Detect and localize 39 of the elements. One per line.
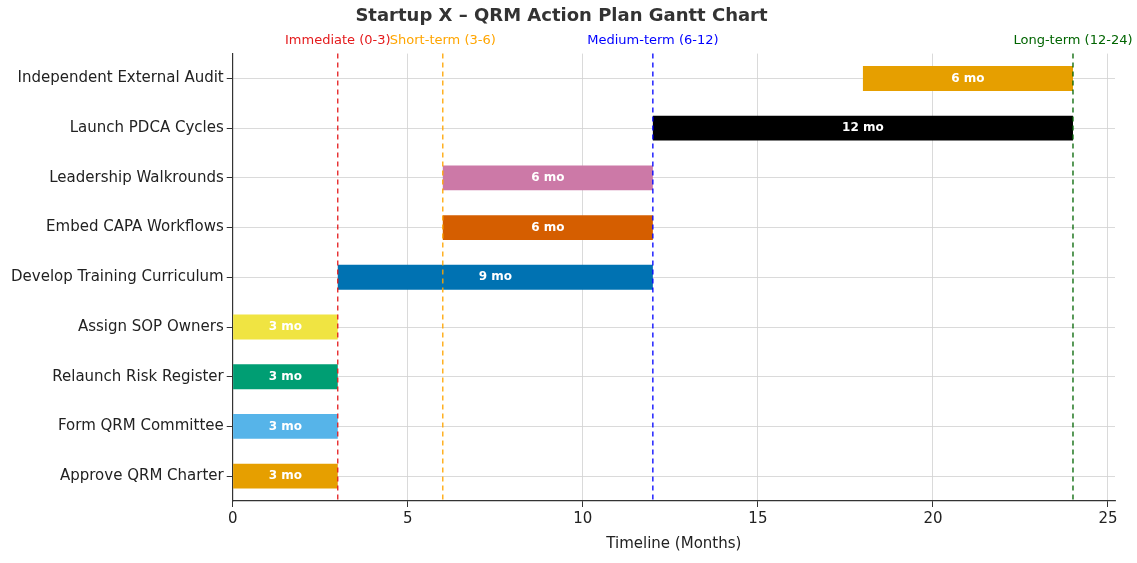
data-label: 12 mo [842, 120, 884, 135]
bar [233, 364, 338, 390]
ref-line-label: Long-term (12-24) [1013, 32, 1133, 48]
data-label: 3 mo [268, 368, 303, 383]
x-tick-label: 20 [923, 508, 943, 527]
x-tick-label: 10 [573, 508, 593, 527]
x-tick-label: 5 [403, 508, 413, 527]
ref-line-label: Immediate (0-3) [284, 32, 391, 48]
y-tick-label: Embed CAPA Workflows [46, 217, 224, 236]
data-label: 3 mo [268, 468, 303, 483]
ref-line-label: Short-term (3-6) [389, 32, 496, 48]
y-tick-label: Relaunch Risk Register [52, 366, 225, 385]
data-label: 6 mo [531, 219, 565, 234]
y-tick-label: Develop Training Curriculum [11, 267, 224, 286]
y-tick-label: Form QRM Committee [57, 416, 224, 435]
y-tick-label: Approve QRM Charter [59, 466, 225, 485]
x-tick-label: 25 [1098, 508, 1118, 527]
data-label: 9 mo [478, 269, 512, 284]
data-label: 6 mo [531, 170, 565, 184]
bar [233, 463, 338, 489]
x-tick-label: 0 [227, 508, 238, 527]
y-tick-label: Launch PDCA Cycles [69, 118, 224, 137]
data-label: 3 mo [268, 418, 303, 433]
y-tick-label: Leadership Walkrounds [49, 167, 224, 186]
data-label: 6 mo [951, 70, 985, 85]
bar [337, 264, 653, 290]
bar [442, 215, 653, 241]
x-axis-title: Timeline (Months) [605, 533, 742, 552]
y-tick-label: Independent External Audit [17, 68, 224, 87]
ref-line-label: Medium-term (6-12) [587, 32, 719, 48]
bar [233, 414, 338, 439]
bar [442, 165, 653, 191]
bar [862, 66, 1073, 91]
bar [233, 314, 338, 340]
chart-title: Startup X – QRM Action Plan Gantt Chart [355, 4, 768, 26]
x-tick-label: 15 [748, 508, 768, 527]
data-label: 3 mo [268, 319, 303, 334]
bar [652, 115, 1073, 141]
y-tick-label: Assign SOP Owners [77, 316, 224, 335]
